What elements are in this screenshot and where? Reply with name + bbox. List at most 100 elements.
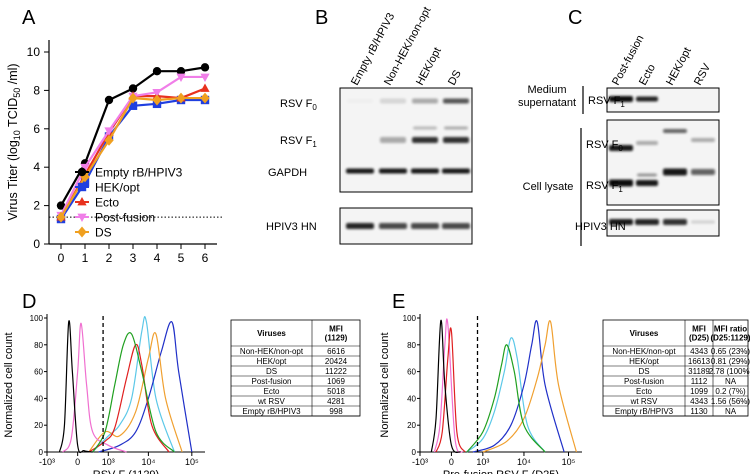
blot-band [379,223,407,229]
x-tick-label: 0 [449,457,454,467]
blot-band [636,96,658,102]
blot-band [444,126,468,130]
blot-column-label: HEK/opt [664,46,694,88]
histogram-curve [435,327,466,453]
marker [176,73,186,82]
y-tick-label: 4 [33,160,40,174]
blot-band [380,98,406,104]
x-axis-label: RSV F (1129) [93,469,159,474]
marker [104,95,114,105]
y-tick-label: 80 [407,341,416,350]
histogram-curve [482,320,577,453]
x-tick-label: 0 [58,251,65,265]
marker [152,88,162,98]
group-label: supernatant [518,97,576,109]
blot-membrane [606,119,720,206]
table-cell: 6616 [327,347,345,356]
marker [176,67,186,76]
y-tick-label: 20 [407,421,416,430]
blot-band [443,98,469,104]
histogram-curve [466,344,546,453]
y-axis-label: Virus Titer (log10 TCID50 /ml) [6,63,22,220]
legend-item: Ecto [75,196,119,210]
legend-item: DS [75,226,112,240]
blot-band [442,223,470,229]
table-header: (D25) [689,334,709,343]
y-label-part: TCID [6,98,20,130]
y-tick-label: 60 [407,368,416,377]
table-cell: NA [725,377,737,386]
blot-row-label: RSV F0 [280,98,317,112]
x-tick-label: 0 [75,457,80,467]
table-cell: 1.56 (56%) [711,397,750,406]
x-tick-label: 10⁴ [141,457,155,467]
blot-band [609,179,633,187]
marker [200,63,210,72]
legend-label: DS [95,226,112,240]
table-cell: 0.65 (23%) [711,347,750,356]
blot-band [635,219,659,225]
blot-band [609,96,633,102]
marker [80,171,90,183]
y-tick-label: 100 [403,314,417,323]
marker [104,127,114,136]
y-tick-label: 100 [30,314,44,323]
blot-band [609,145,633,151]
y-tick-label: 0 [412,448,417,457]
histogram-curve [92,332,175,453]
histogram-curve [98,321,193,453]
x-tick-label: 10⁴ [517,457,531,467]
table-cell: wt RSV [257,397,285,406]
table-header: Viruses [630,329,659,338]
table-cell: NA [725,407,737,416]
blot-band [346,168,374,174]
marker [200,73,210,82]
y-label-part: Virus Titer (log [6,140,20,220]
marker [200,83,210,92]
table-cell: 0.81 (29%) [711,357,750,366]
marker [176,92,186,104]
panel-letter: D [22,291,36,313]
x-tick-label: 10³ [476,457,489,467]
x-axis-label: Pre-fusion RSV F (D25) [443,469,559,474]
table-cell: 2.78 (100%) [709,367,750,376]
panel-letter: E [392,291,405,313]
table-cell: 998 [329,407,343,416]
table-cell: Non-HEK/non-opt [612,347,676,356]
x-tick-label: 10³ [102,457,115,467]
table-cell: Ecto [636,387,653,396]
marker [77,167,87,177]
blot-band [691,220,715,224]
x-tick-label: 4 [154,251,161,265]
histogram-curve [88,332,183,453]
marker [77,182,87,192]
histogram-curve [472,320,565,453]
y-tick-label: 8 [33,83,40,97]
table-cell: 4343 [690,347,708,356]
panel-letter: B [315,7,328,29]
blot-band [379,168,407,174]
table-cell: DS [638,367,649,376]
marker [128,92,138,104]
table-header: (D25:1129) [710,334,750,343]
x-tick-label: 1 [82,251,89,265]
y-tick-label: 6 [33,122,40,136]
y-axis-label: Normalized cell count [3,332,15,437]
blot-band [380,137,406,143]
y-tick-label: 10 [27,45,41,59]
table-cell: 0.2 (7%) [715,387,746,396]
blot-band [636,141,658,145]
table-cell: Empty rB/HPIV3 [242,407,301,416]
y-label-part: 50 [12,88,22,98]
table-cell: 4281 [327,397,345,406]
y-label-part: /ml) [6,63,20,87]
marker [77,213,87,223]
marker [80,178,90,187]
label-sub: 1 [620,100,625,109]
blot-row-label: GAPDH [268,167,307,179]
legend-item: Post-fusion [75,211,155,225]
x-tick-label: 6 [202,251,209,265]
marker [128,84,138,93]
table-cell: 20424 [325,357,348,366]
